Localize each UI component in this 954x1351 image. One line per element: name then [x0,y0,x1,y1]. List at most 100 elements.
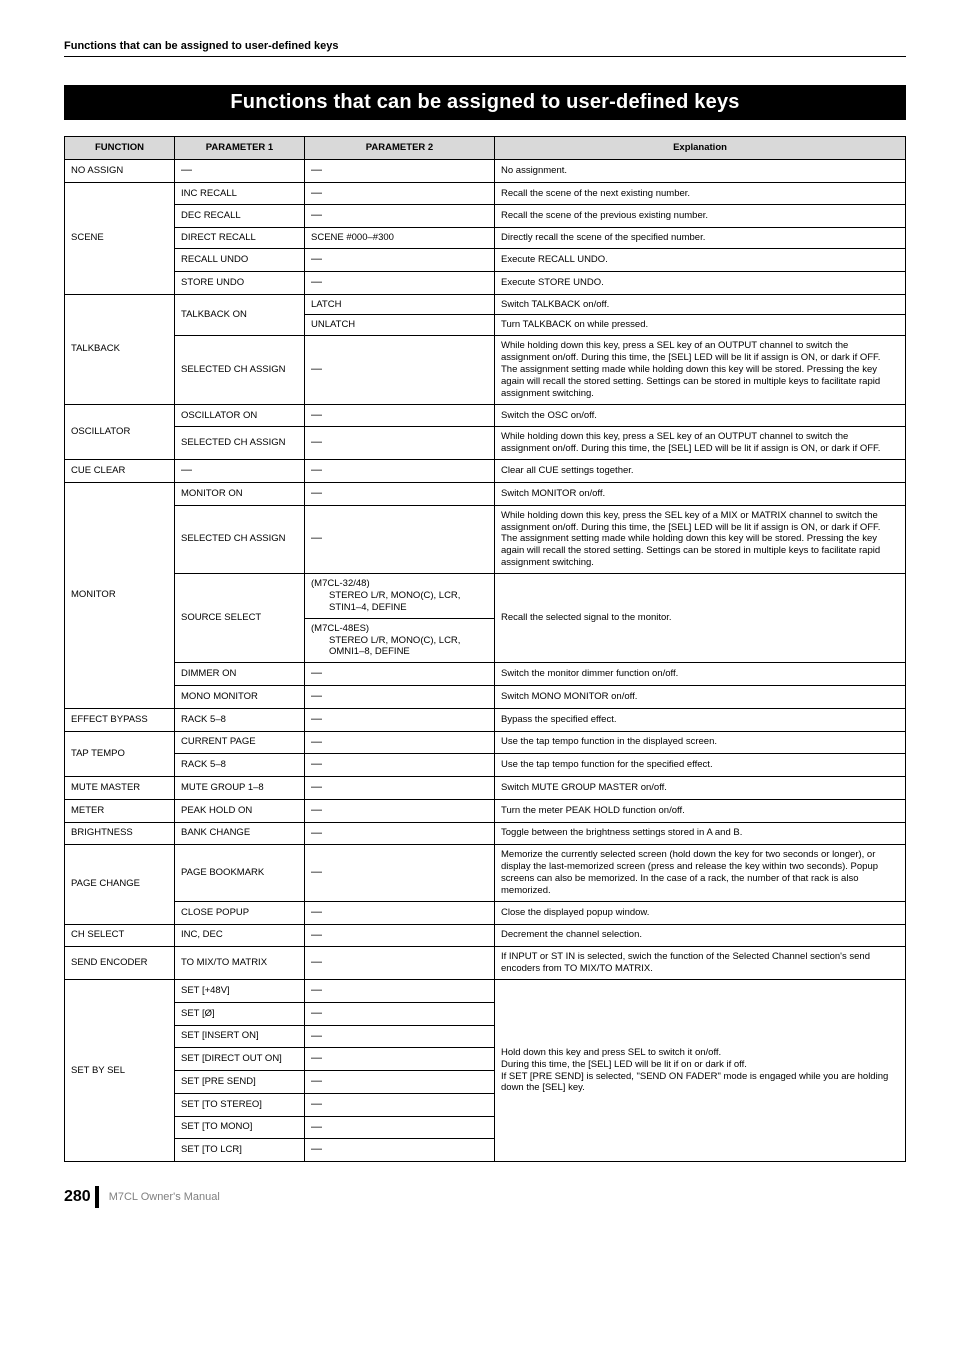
cell-p2: — [305,731,495,754]
cell-p2: (M7CL-48ES) STEREO L/R, MONO(C), LCR, OM… [305,618,495,663]
cell-p2: — [305,1048,495,1071]
cell-expl: Directly recall the scene of the specifi… [495,228,906,249]
row-scene-recall-undo: RECALL UNDO — Execute RECALL UNDO. [65,249,906,272]
cell-expl: Execute RECALL UNDO. [495,249,906,272]
functions-table: FUNCTION PARAMETER 1 PARAMETER 2 Explana… [64,136,906,1162]
cell-expl: Close the displayed popup window. [495,901,906,924]
cell-expl: Switch MUTE GROUP MASTER on/off. [495,777,906,800]
row-mon-on: MONITOR MONITOR ON — Switch MONITOR on/o… [65,482,906,505]
cell-p1: SOURCE SELECT [175,574,305,663]
cell-expl: Hold down this key and press SEL to swit… [495,980,906,1162]
cell-p2: SCENE #000–#300 [305,228,495,249]
cell-expl: Execute STORE UNDO. [495,271,906,294]
cell-fn: EFFECT BYPASS [65,708,175,731]
cell-p2: — [305,822,495,845]
cell-p1: INC, DEC [175,924,305,947]
cell-expl: Switch the OSC on/off. [495,404,906,427]
cell-p2: — [305,1139,495,1162]
cell-p1: RACK 5–8 [175,754,305,777]
cell-p2: — [305,182,495,205]
row-cue-clear: CUE CLEAR — — Clear all CUE settings tog… [65,460,906,483]
cell-p2: — [305,947,495,980]
cell-expl: Switch MONO MONITOR on/off. [495,686,906,709]
p2-head: (M7CL-48ES) [311,623,369,634]
cell-p2: — [305,799,495,822]
cell-p2: — [305,901,495,924]
cell-p1: MUTE GROUP 1–8 [175,777,305,800]
row-send-encoder: SEND ENCODER TO MIX/TO MATRIX — If INPUT… [65,947,906,980]
cell-p1: DIRECT RECALL [175,228,305,249]
cell-p2: — [305,1025,495,1048]
cell-expl: No assignment. [495,159,906,182]
cell-p1: — [175,159,305,182]
cell-p2: — [305,159,495,182]
cell-expl: Turn the meter PEAK HOLD function on/off… [495,799,906,822]
footer-bar-icon [95,1186,99,1208]
cell-p2: — [305,663,495,686]
cell-fn: TAP TEMPO [65,731,175,777]
cell-p2: — [305,336,495,404]
row-osc-on: OSCILLATOR OSCILLATOR ON — Switch the OS… [65,404,906,427]
cell-fn: MUTE MASTER [65,777,175,800]
row-brightness: BRIGHTNESS BANK CHANGE — Toggle between … [65,822,906,845]
title-bar: Functions that can be assigned to user-d… [64,85,906,120]
cell-p2: — [305,686,495,709]
cell-fn: SCENE [65,182,175,294]
cell-p1: STORE UNDO [175,271,305,294]
cell-p1: OSCILLATOR ON [175,404,305,427]
cell-p1: PAGE BOOKMARK [175,845,305,902]
cell-p2: — [305,427,495,460]
cell-expl: Bypass the specified effect. [495,708,906,731]
cell-p2: LATCH [305,294,495,315]
cell-p2: — [305,404,495,427]
cell-p1: SELECTED CH ASSIGN [175,336,305,404]
cell-p1: TO MIX/TO MATRIX [175,947,305,980]
row-scene-inc: SCENE INC RECALL — Recall the scene of t… [65,182,906,205]
row-scene-dec: DEC RECALL — Recall the scene of the pre… [65,205,906,228]
cell-fn: METER [65,799,175,822]
cell-p2: — [305,205,495,228]
cell-p1: RECALL UNDO [175,249,305,272]
row-page-close: CLOSE POPUP — Close the displayed popup … [65,901,906,924]
cell-expl: Switch MONITOR on/off. [495,482,906,505]
cell-p2: — [305,505,495,573]
table-header-row: FUNCTION PARAMETER 1 PARAMETER 2 Explana… [65,137,906,160]
row-mon-sel: SELECTED CH ASSIGN — While holding down … [65,505,906,573]
cell-expl: While holding down this key, press the S… [495,505,906,573]
row-mon-dimmer: DIMMER ON — Switch the monitor dimmer fu… [65,663,906,686]
cell-p1: SET [PRE SEND] [175,1071,305,1094]
cell-p2: — [305,460,495,483]
th-param1: PARAMETER 1 [175,137,305,160]
cell-p1: SET [TO STEREO] [175,1093,305,1116]
cell-p2: UNLATCH [305,315,495,336]
cell-fn: OSCILLATOR [65,404,175,460]
title-text: Functions that can be assigned to user-d… [64,91,906,114]
cell-p2: — [305,1071,495,1094]
th-explanation: Explanation [495,137,906,160]
row-osc-sel: SELECTED CH ASSIGN — While holding down … [65,427,906,460]
row-meter: METER PEAK HOLD ON — Turn the meter PEAK… [65,799,906,822]
cell-p1: INC RECALL [175,182,305,205]
p2-head: (M7CL-32/48) [311,578,370,589]
cell-expl: Clear all CUE settings together. [495,460,906,483]
cell-expl: Recall the selected signal to the monito… [495,574,906,663]
cell-p2: — [305,1116,495,1139]
row-talkback-sel: SELECTED CH ASSIGN — While holding down … [65,336,906,404]
cell-p1: SELECTED CH ASSIGN [175,505,305,573]
row-set-48v: SET BY SEL SET [+48V] — Hold down this k… [65,980,906,1003]
page-footer: 280 M7CL Owner's Manual [64,1186,906,1208]
cell-fn: TALKBACK [65,294,175,404]
cell-p2: — [305,708,495,731]
cell-fn: MONITOR [65,482,175,708]
cell-p1: MONITOR ON [175,482,305,505]
cell-p2: — [305,754,495,777]
cell-p1: SET [DIRECT OUT ON] [175,1048,305,1071]
cell-p1: DIMMER ON [175,663,305,686]
cell-p1: CLOSE POPUP [175,901,305,924]
cell-expl: Switch TALKBACK on/off. [495,294,906,315]
cell-p2: — [305,1093,495,1116]
cell-p1: MONO MONITOR [175,686,305,709]
row-mon-src-a: SOURCE SELECT (M7CL-32/48) STEREO L/R, M… [65,574,906,619]
cell-p1: — [175,460,305,483]
cell-p1: DEC RECALL [175,205,305,228]
